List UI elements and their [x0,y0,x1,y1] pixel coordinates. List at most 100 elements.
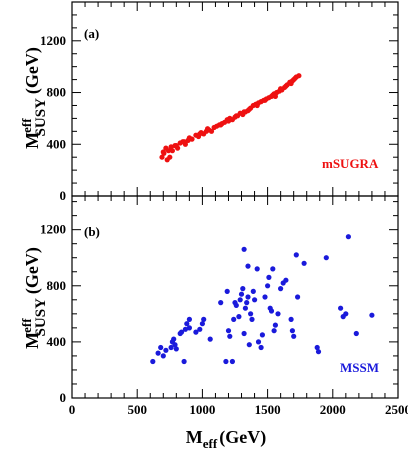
data-point-msugra [205,126,211,132]
data-point-msugra [233,113,239,119]
data-point-msugra [165,148,172,154]
data-point-mssm [227,333,233,339]
data-point-mssm [343,311,349,317]
data-point-mssm [291,333,297,339]
data-point-mssm [173,346,179,352]
x-axis-title-unit: (GeV) [219,427,266,448]
data-point-msugra [292,75,298,81]
y-axis-title-main: M [22,132,42,149]
data-point-msugra [173,143,179,149]
x-tick-label: 2500 [385,402,408,417]
data-point-mssm [323,255,329,261]
legend-msugra: mSUGRA [322,156,379,171]
data-point-mssm [224,288,230,294]
data-point-mssm [250,288,256,294]
data-point-mssm [288,316,294,322]
data-point-mssm [262,294,268,300]
svg-text:MeffSUSY(GeV): MeffSUSY (GeV) [19,247,49,349]
y-axis-title-sub: SUSY [33,298,49,337]
panel-b-frame [71,195,399,399]
data-point-mssm [245,294,251,300]
y-axis-title-main: M [22,332,42,349]
svg-text:MeffSUSY(GeV): MeffSUSY (GeV) [19,47,49,149]
x-tick-label: 2000 [320,402,346,417]
panel-b-y-axis: 0 400 800 1200 [40,201,398,405]
data-point-mssm [289,328,295,334]
data-point-mssm [155,350,161,356]
data-point-msugra [283,83,289,89]
x-tick-label: 1500 [255,402,281,417]
data-point-mssm [272,322,278,328]
y-tick-label: 400 [47,334,67,349]
data-point-mssm [233,302,239,308]
y-axis-title-sup: eff [19,318,34,333]
y-tick-label: 0 [60,390,67,405]
y-tick-label: 400 [47,136,67,151]
data-point-mssm [270,266,276,272]
x-tick-labels: 0 500 1000 1500 2000 2500 [69,402,408,417]
y-tick-label: 1200 [40,33,66,48]
data-point-mssm [229,358,235,365]
data-point-mssm [268,308,275,314]
data-point-msugra [189,136,195,142]
data-point-msugra [241,109,247,115]
data-point-mssm [197,326,203,332]
data-point-mssm [201,316,207,322]
data-point-mssm [171,336,177,342]
y-tick-label: 1200 [40,222,66,237]
legend-mssm: MSSM [340,360,379,375]
data-point-msugra [169,148,175,154]
y-axis-title-sup: eff [19,118,34,133]
data-point-mssm [181,358,187,365]
data-point-mssm [240,286,246,292]
data-point-msugra [161,150,167,156]
data-point-mssm [244,300,250,306]
data-point-mssm [193,329,199,335]
data-point-msugra [270,92,276,98]
panel-b: 0 400 800 1200 (b) MSSM [40,195,399,405]
x-tick-label: 0 [69,402,76,417]
y-axis-title-b: MeffSUSY (GeV) [19,247,49,349]
y-axis-title-unit: (GeV) [22,47,43,94]
panel-b-x-ticks [71,196,399,398]
y-tick-label: 800 [47,278,67,293]
x-axis-title-sub: eff [203,436,218,450]
data-point-mssm [236,314,242,320]
y-axis-title-sub: SUSY [33,98,49,137]
panel-a: 0 400 800 1200 (a) mSUGRA [40,1,399,203]
data-point-mssm [252,297,258,303]
data-point-mssm [255,339,262,345]
data-point-mssm [246,342,252,348]
x-axis-title-main: M [186,427,203,447]
data-point-msugra [197,131,203,137]
data-point-mssm [184,321,190,327]
data-point-msugra [159,154,165,160]
data-point-mssm [207,336,213,342]
data-point-msugra [262,97,268,103]
data-point-mssm [315,349,322,355]
data-point-mssm [275,311,281,317]
data-point-mssm [301,260,307,266]
data-point-mssm [265,283,271,289]
data-point-mssm [237,297,243,303]
data-point-mssm [271,328,277,334]
data-point-mssm [295,294,301,300]
data-point-mssm [278,286,284,292]
y-tick-label: 0 [60,188,67,203]
data-point-mssm [238,291,245,297]
data-point-mssm [199,321,205,327]
x-tick-label: 500 [127,402,147,417]
x-tick-label: 1000 [189,402,215,417]
data-point-mssm [283,277,289,283]
panel-a-points [159,73,302,163]
data-point-mssm [249,316,255,322]
data-point-mssm [158,344,164,351]
data-point-mssm [223,358,229,365]
data-point-msugra [218,122,224,128]
y-axis-title-unit: (GeV) [22,247,43,294]
data-point-mssm [242,305,248,311]
data-point-mssm [186,316,192,322]
data-point-mssm [369,312,375,318]
data-point-mssm [254,266,260,272]
